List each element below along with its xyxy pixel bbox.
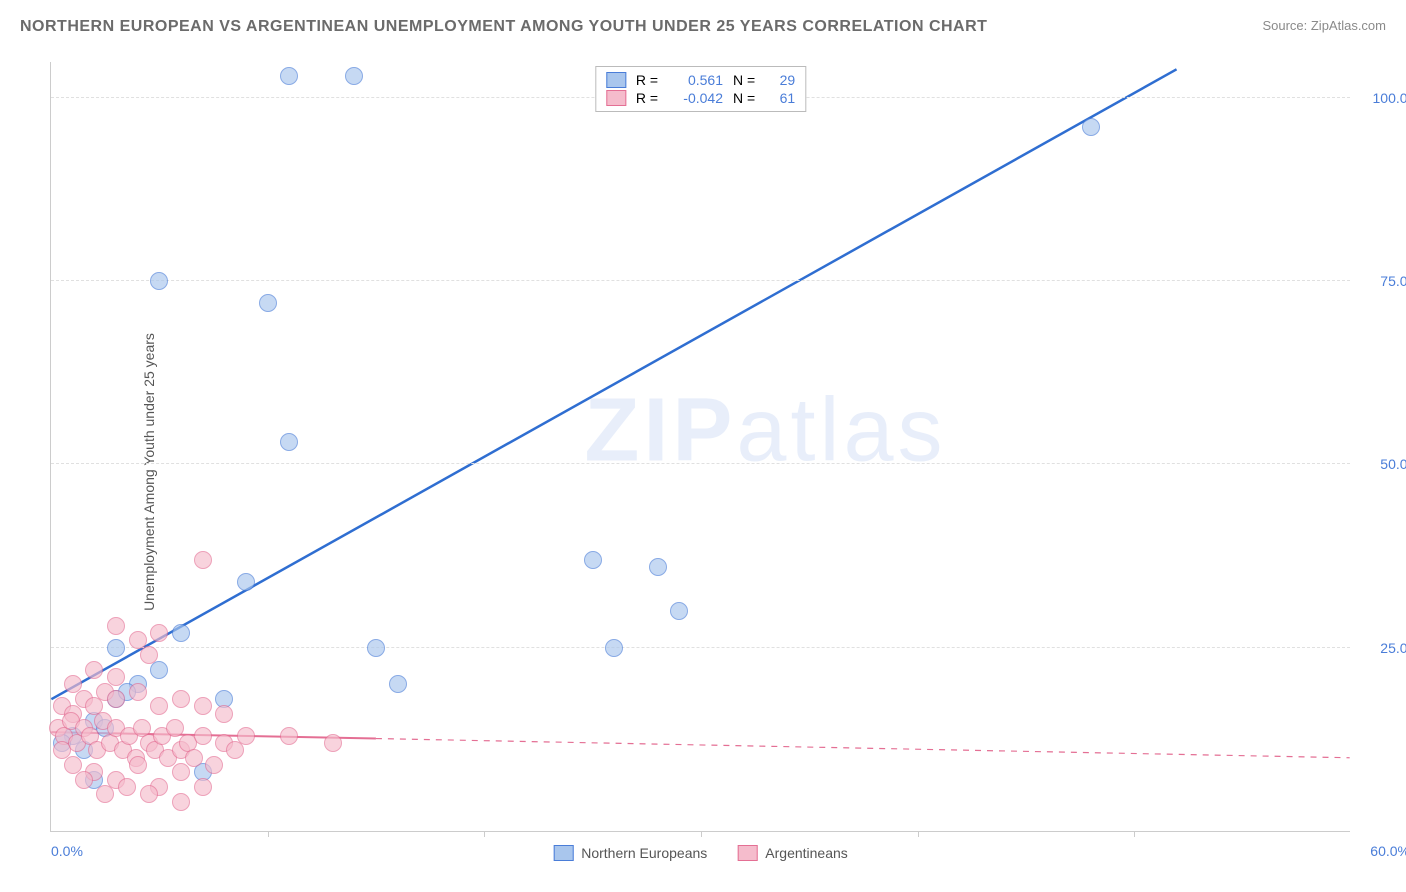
data-point-ar	[172, 763, 190, 781]
watermark: ZIPatlas	[584, 380, 946, 483]
regression-line	[51, 69, 1176, 699]
data-point-ar	[107, 690, 125, 708]
data-point-ar	[205, 756, 223, 774]
swatch-ne-bottom	[553, 845, 573, 861]
data-point-ne	[605, 639, 623, 657]
data-point-ne	[649, 558, 667, 576]
data-point-ar	[194, 697, 212, 715]
r-value-ne: 0.561	[668, 72, 723, 88]
r-label: R =	[636, 90, 658, 106]
data-point-ar	[150, 624, 168, 642]
data-point-ne	[150, 661, 168, 679]
data-point-ar	[194, 778, 212, 796]
n-label: N =	[733, 72, 755, 88]
data-point-ne	[107, 639, 125, 657]
swatch-ne	[606, 72, 626, 88]
data-point-ar	[215, 705, 233, 723]
data-point-ne	[389, 675, 407, 693]
watermark-bold: ZIP	[584, 381, 736, 481]
swatch-ar	[606, 90, 626, 106]
data-point-ar	[226, 741, 244, 759]
data-point-ne	[1082, 118, 1100, 136]
x-tick-mark	[1134, 831, 1135, 837]
data-point-ar	[85, 661, 103, 679]
data-point-ar	[140, 785, 158, 803]
n-label: N =	[733, 90, 755, 106]
data-point-ne	[280, 433, 298, 451]
chart-container: Unemployment Among Youth under 25 years …	[0, 52, 1406, 892]
y-tick-label: 50.0%	[1360, 456, 1406, 472]
data-point-ar	[280, 727, 298, 745]
n-value-ar: 61	[765, 90, 795, 106]
y-tick-label: 25.0%	[1360, 640, 1406, 656]
data-point-ar	[166, 719, 184, 737]
source-prefix: Source:	[1262, 18, 1310, 33]
legend-label-ne: Northern Europeans	[581, 845, 707, 861]
x-tick-max: 60.0%	[1370, 843, 1406, 859]
data-point-ar	[118, 778, 136, 796]
swatch-ar-bottom	[737, 845, 757, 861]
x-tick-mark	[268, 831, 269, 837]
data-point-ar	[53, 741, 71, 759]
regression-line	[376, 739, 1350, 758]
series-legend: Northern Europeans Argentineans	[553, 845, 848, 861]
r-value-ar: -0.042	[668, 90, 723, 106]
data-point-ar	[150, 697, 168, 715]
x-tick-mark	[701, 831, 702, 837]
gridline	[51, 463, 1350, 464]
x-tick-mark	[918, 831, 919, 837]
n-value-ne: 29	[765, 72, 795, 88]
regression-lines	[51, 62, 1350, 831]
source-name: ZipAtlas.com	[1311, 18, 1386, 33]
data-point-ar	[129, 683, 147, 701]
legend-row-ne: R = 0.561 N = 29	[606, 71, 795, 89]
source-attribution: Source: ZipAtlas.com	[1262, 18, 1386, 33]
data-point-ne	[150, 272, 168, 290]
x-tick-min: 0.0%	[51, 843, 83, 859]
data-point-ne	[584, 551, 602, 569]
correlation-legend: R = 0.561 N = 29 R = -0.042 N = 61	[595, 66, 806, 112]
data-point-ne	[670, 602, 688, 620]
plot-area: ZIPatlas R = 0.561 N = 29 R = -0.042 N =…	[50, 62, 1350, 832]
y-tick-label: 75.0%	[1360, 273, 1406, 289]
y-tick-label: 100.0%	[1360, 90, 1406, 106]
data-point-ne	[280, 67, 298, 85]
chart-title: NORTHERN EUROPEAN VS ARGENTINEAN UNEMPLO…	[20, 18, 987, 36]
data-point-ar	[96, 785, 114, 803]
watermark-rest: atlas	[736, 381, 946, 481]
data-point-ar	[237, 727, 255, 745]
data-point-ar	[172, 793, 190, 811]
data-point-ne	[259, 294, 277, 312]
gridline	[51, 280, 1350, 281]
data-point-ne	[345, 67, 363, 85]
data-point-ne	[237, 573, 255, 591]
data-point-ar	[324, 734, 342, 752]
data-point-ar	[107, 617, 125, 635]
data-point-ar	[185, 749, 203, 767]
data-point-ar	[194, 551, 212, 569]
data-point-ar	[75, 771, 93, 789]
legend-item-ar: Argentineans	[737, 845, 848, 861]
gridline	[51, 647, 1350, 648]
legend-row-ar: R = -0.042 N = 61	[606, 89, 795, 107]
x-tick-mark	[484, 831, 485, 837]
r-label: R =	[636, 72, 658, 88]
legend-item-ne: Northern Europeans	[553, 845, 707, 861]
data-point-ar	[140, 646, 158, 664]
data-point-ne	[172, 624, 190, 642]
data-point-ar	[129, 756, 147, 774]
data-point-ne	[367, 639, 385, 657]
data-point-ar	[194, 727, 212, 745]
data-point-ar	[172, 690, 190, 708]
legend-label-ar: Argentineans	[765, 845, 848, 861]
